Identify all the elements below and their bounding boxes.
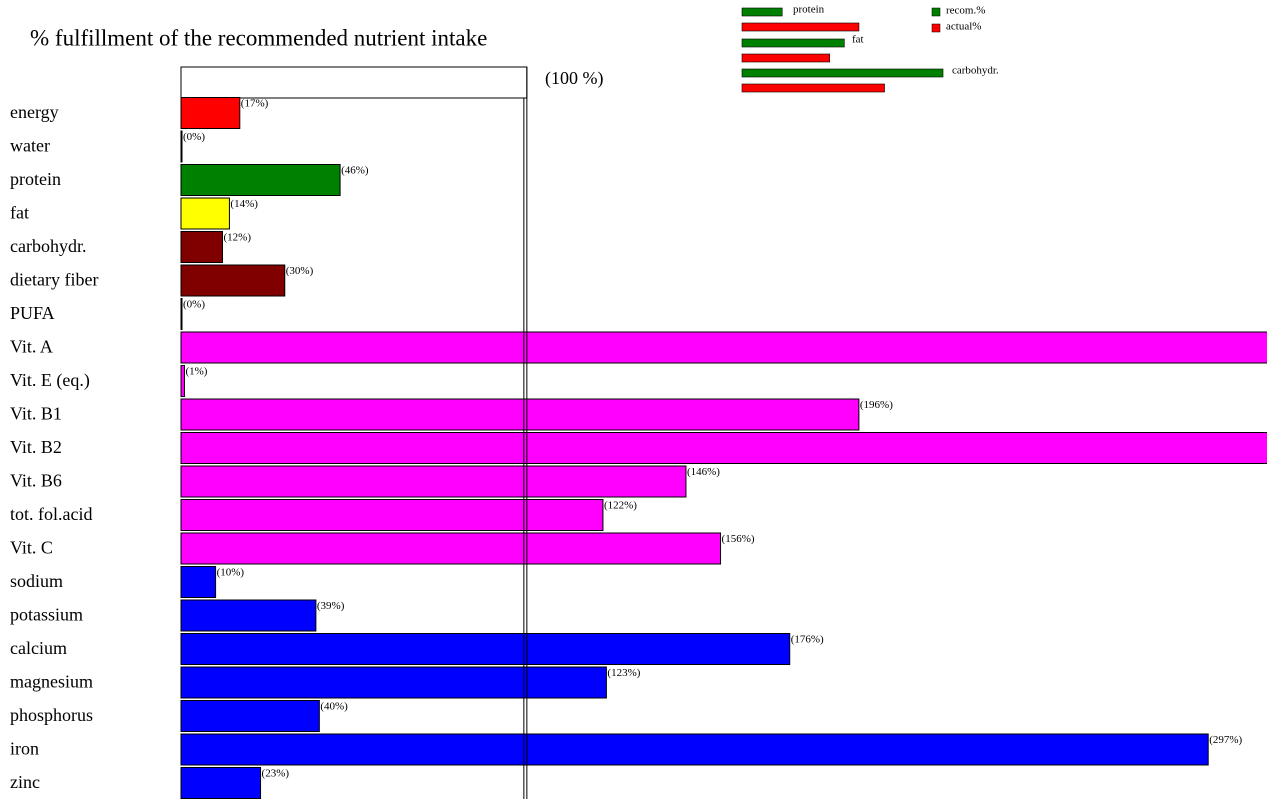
value-label: (39%) bbox=[317, 600, 345, 612]
bar bbox=[180, 197, 230, 230]
value-label: (146%) bbox=[687, 466, 720, 478]
category-label: water bbox=[10, 136, 50, 156]
category-label: magnesium bbox=[10, 672, 93, 692]
category-label: dietary fiber bbox=[10, 270, 98, 290]
legend-bar bbox=[741, 53, 831, 63]
value-label: (17%) bbox=[241, 98, 269, 110]
category-label: protein bbox=[10, 169, 61, 189]
bar bbox=[180, 398, 860, 431]
value-label: (0%) bbox=[183, 131, 205, 143]
value-label: (196%) bbox=[860, 399, 893, 411]
category-label: zinc bbox=[10, 772, 40, 792]
value-label: (12%) bbox=[224, 232, 252, 244]
bar bbox=[180, 499, 604, 531]
value-label: (14%) bbox=[230, 198, 258, 210]
category-label: iron bbox=[10, 739, 39, 759]
category-label: Vit. C bbox=[10, 538, 53, 558]
category-label: Vit. B6 bbox=[10, 471, 62, 491]
category-label: potassium bbox=[10, 605, 83, 625]
bar bbox=[180, 298, 183, 330]
bar bbox=[180, 767, 262, 799]
category-label: carbohydr. bbox=[10, 236, 86, 256]
value-label: (10%) bbox=[217, 567, 245, 579]
chart-title: % fulfillment of the recommended nutrien… bbox=[30, 25, 487, 50]
value-label: (123%) bbox=[607, 667, 640, 679]
bar bbox=[180, 365, 185, 397]
legend-bar bbox=[741, 22, 860, 32]
bar bbox=[180, 130, 183, 163]
category-label: PUFA bbox=[10, 303, 55, 323]
legend-label: actual% bbox=[946, 21, 981, 33]
bar bbox=[180, 164, 341, 196]
bar bbox=[180, 666, 607, 699]
value-label: (0%) bbox=[183, 299, 205, 311]
value-label: (30%) bbox=[286, 265, 314, 277]
bars bbox=[180, 97, 1267, 799]
value-label: (122%) bbox=[604, 500, 637, 512]
value-label: (1%) bbox=[185, 366, 207, 378]
bar bbox=[180, 465, 687, 498]
legend-swatch bbox=[931, 7, 941, 17]
category-label: Vit. E (eq.) bbox=[10, 370, 90, 391]
bar bbox=[180, 331, 1267, 364]
legend-bar bbox=[741, 83, 885, 93]
bar bbox=[180, 566, 217, 598]
bar bbox=[180, 532, 722, 565]
category-label: tot. fol.acid bbox=[10, 504, 92, 524]
bar bbox=[180, 633, 791, 665]
value-label: (156%) bbox=[722, 533, 755, 545]
value-label: (46%) bbox=[341, 165, 369, 177]
legend-bar bbox=[741, 68, 944, 78]
category-label: Vit. B1 bbox=[10, 404, 62, 424]
reference-label: (100 %) bbox=[545, 68, 603, 89]
bar bbox=[180, 264, 286, 297]
legend-category: protein bbox=[793, 4, 825, 16]
bar bbox=[180, 231, 224, 263]
reference-box bbox=[180, 66, 528, 99]
bar bbox=[180, 700, 320, 732]
category-label: phosphorus bbox=[10, 705, 93, 725]
category-label: Vit. A bbox=[10, 337, 53, 357]
legend-bar bbox=[741, 7, 783, 17]
legend-label: recom.% bbox=[946, 5, 985, 17]
legend-category: carbohydr. bbox=[952, 65, 999, 77]
legend-bar bbox=[741, 38, 845, 48]
value-label: (40%) bbox=[320, 701, 348, 713]
bar bbox=[180, 599, 317, 632]
legend-swatch bbox=[931, 23, 941, 33]
category-label: Vit. B2 bbox=[10, 437, 62, 457]
value-label: (23%) bbox=[262, 768, 290, 780]
category-label: energy bbox=[10, 102, 59, 122]
bar bbox=[180, 733, 1209, 766]
category-label: fat bbox=[10, 203, 29, 223]
bar bbox=[180, 97, 241, 129]
bar bbox=[180, 432, 1267, 464]
category-label: calcium bbox=[10, 638, 67, 658]
value-label: (297%) bbox=[1209, 734, 1242, 746]
category-label: sodium bbox=[10, 571, 63, 591]
value-label: (176%) bbox=[791, 634, 824, 646]
legend-category: fat bbox=[852, 34, 864, 46]
